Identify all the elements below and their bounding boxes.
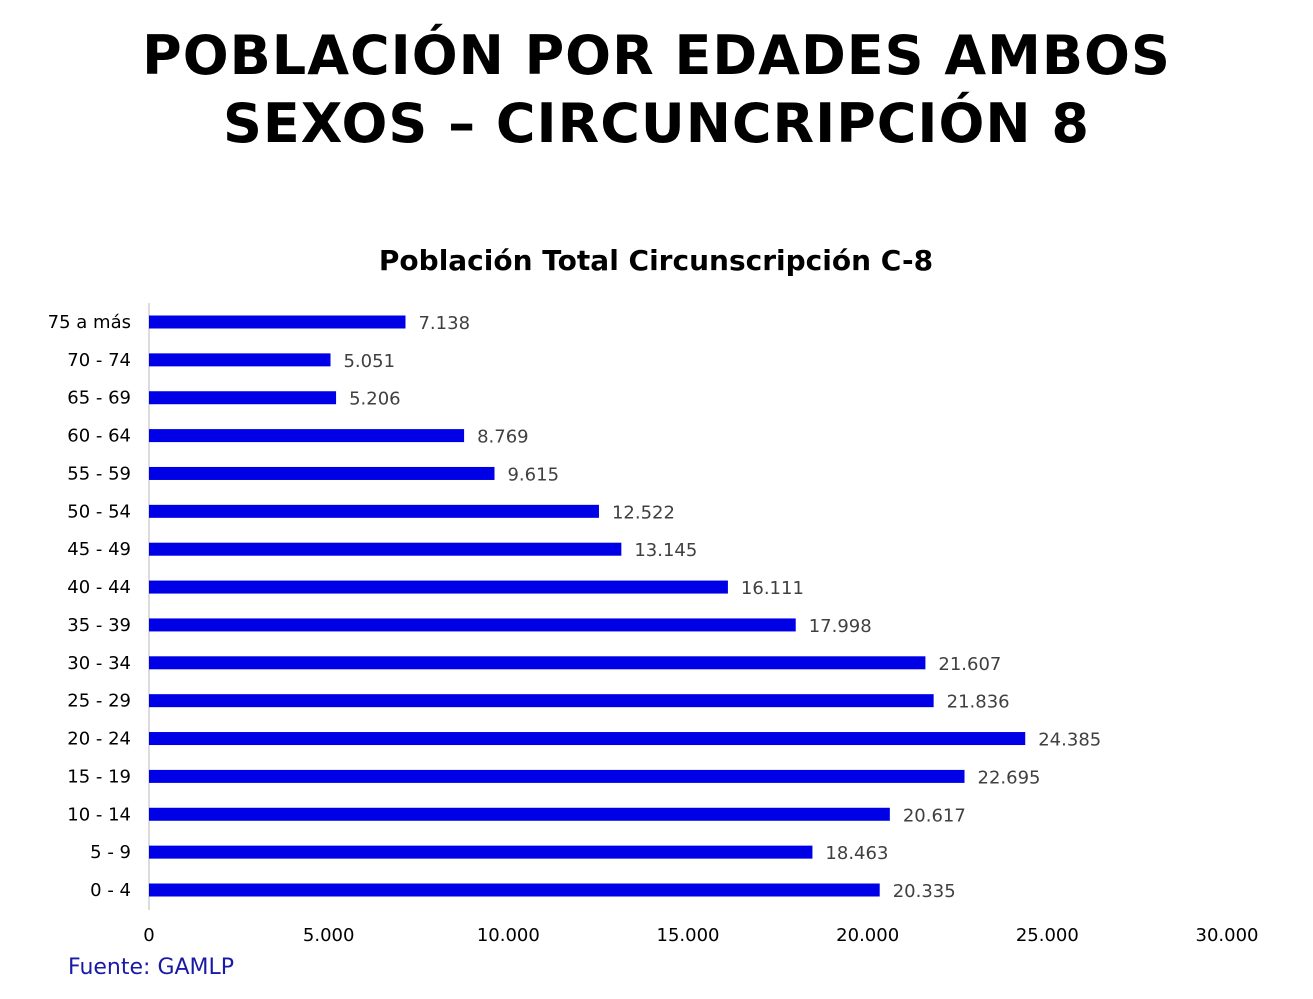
bar [149,732,1026,746]
y-tick-label: 45 - 49 [67,539,131,560]
plot-area: 75 a más 7.138 70 - 74 5.051 65 - 69 5.206 60 … [48,303,1259,946]
page-title-line-1: POBLACIÓN POR EDADES AMBOS [142,24,1171,87]
bar [149,353,331,367]
data-label: 20.335 [893,881,956,902]
data-label: 20.617 [903,805,966,826]
data-label: 22.695 [978,767,1041,788]
bar [149,466,495,480]
y-tick-label: 0 - 4 [90,880,131,901]
data-label: 16.111 [741,578,804,599]
bar [149,807,890,821]
data-label: 5.051 [343,351,395,372]
y-tick-label: 50 - 54 [67,501,131,522]
data-label: 7.138 [418,313,470,334]
y-tick-label: 60 - 64 [67,426,131,447]
bar [149,429,465,443]
bar [149,845,813,859]
bar [149,769,965,783]
y-tick-label: 15 - 19 [67,766,131,787]
data-label: 9.615 [507,464,559,485]
bar [149,504,599,518]
y-tick-label: 40 - 44 [67,577,131,598]
x-tick-label: 30.000 [1196,925,1259,946]
x-tick-label: 10.000 [477,925,540,946]
bar [149,656,926,670]
x-tick-label: 20.000 [836,925,899,946]
data-label: 24.385 [1038,730,1101,751]
x-tick-label: 15.000 [657,925,720,946]
data-label: 21.836 [947,692,1010,713]
y-tick-label: 10 - 14 [67,804,131,825]
y-tick-label: 5 - 9 [90,842,131,863]
y-tick-label: 55 - 59 [67,463,131,484]
x-tick-label: 0 [143,925,154,946]
bar [149,694,934,708]
y-tick-label: 35 - 39 [67,615,131,636]
y-tick-label: 20 - 24 [67,729,131,750]
page-title: POBLACIÓN POR EDADES AMBOS SEXOS – CIRCU… [0,22,1313,158]
bar [149,883,880,897]
y-tick-label: 75 a más [48,312,131,333]
y-tick-label: 70 - 74 [67,350,131,371]
data-label: 21.607 [938,654,1001,675]
y-tick-label: 25 - 29 [67,691,131,712]
bar [149,315,406,329]
bar [149,618,796,632]
bar [149,542,622,556]
source-note: Fuente: GAMLP [68,955,235,980]
data-label: 8.769 [477,427,529,448]
x-tick-label: 25.000 [1016,925,1079,946]
x-tick-label: 5.000 [303,925,355,946]
bar [149,391,337,405]
data-label: 12.522 [612,502,675,523]
page-title-line-2: SEXOS – CIRCUNCRIPCIÓN 8 [223,92,1090,155]
y-tick-label: 30 - 34 [67,653,131,674]
y-tick-label: 65 - 69 [67,388,131,409]
data-label: 5.206 [349,389,401,410]
data-label: 13.145 [634,540,697,561]
data-label: 17.998 [809,616,872,637]
data-label: 18.463 [825,843,888,864]
chart-title: Población Total Circunscripción C-8 [379,244,933,277]
bar [149,580,728,594]
